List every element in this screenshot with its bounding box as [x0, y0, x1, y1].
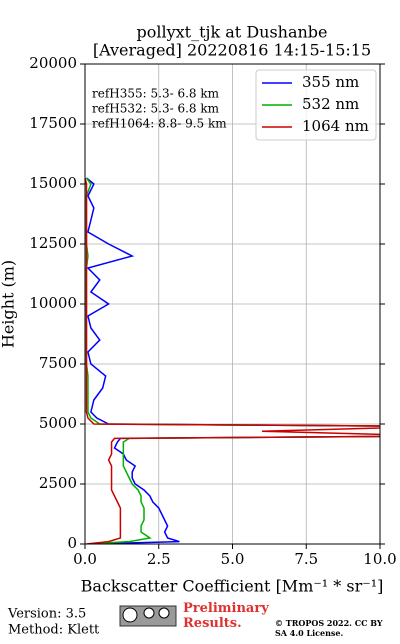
status-box: Preliminary Results. [183, 601, 269, 631]
annotation: refH532: 5.3- 6.8 km [92, 102, 220, 116]
y-axis-label: Height (m) [0, 260, 18, 348]
logo-icon [122, 607, 138, 623]
annotation: refH355: 5.3- 6.8 km [92, 87, 220, 101]
license: © TROPOS 2022. CC BY SA 4.0 License. [275, 618, 383, 638]
license-box: © TROPOS 2022. CC BY SA 4.0 License. [275, 618, 383, 638]
annotation: refH1064: 8.8- 9.5 km [92, 117, 227, 131]
y-tick-label: 2500 [39, 474, 77, 492]
plot-frame [84, 63, 381, 545]
method: Method: Klett [8, 623, 100, 638]
y-tick-label: 7500 [39, 354, 77, 372]
y-tick-label: 10000 [29, 294, 77, 312]
legend-label: 355 nm [302, 73, 359, 91]
chart-title: pollyxt_tjk at Dushanbe [136, 23, 327, 42]
x-tick-label: 5.0 [221, 550, 245, 568]
y-tick-label: 15000 [29, 174, 77, 192]
y-tick-label: 17500 [29, 114, 77, 132]
x-tick-label: 0.0 [73, 550, 97, 568]
legend-label: 1064 nm [302, 117, 369, 135]
y-tick-label: 0 [67, 534, 77, 552]
profile-line [85, 177, 380, 544]
x-axis-label: Backscatter Coefficient [Mm⁻¹ * sr⁻¹] [81, 577, 384, 596]
legend-box [255, 69, 377, 141]
x-tick-label: 7.5 [294, 550, 318, 568]
plot-lines [85, 177, 380, 544]
logo-icon [143, 607, 155, 619]
version: Version: 3.5 [7, 607, 86, 622]
logo-icon [158, 607, 170, 619]
status: Preliminary Results. [183, 601, 269, 631]
legend-label: 532 nm [302, 95, 359, 113]
y-tick-label: 5000 [39, 414, 77, 432]
x-tick-label: 2.5 [147, 550, 171, 568]
profile-line [85, 177, 380, 544]
y-tick-label: 12500 [29, 234, 77, 252]
y-tick-label: 20000 [29, 54, 77, 72]
x-tick-label: 10.0 [363, 550, 396, 568]
chart-subtitle: [Averaged] 20220816 14:15-15:15 [93, 41, 371, 60]
profile-line [85, 177, 380, 544]
